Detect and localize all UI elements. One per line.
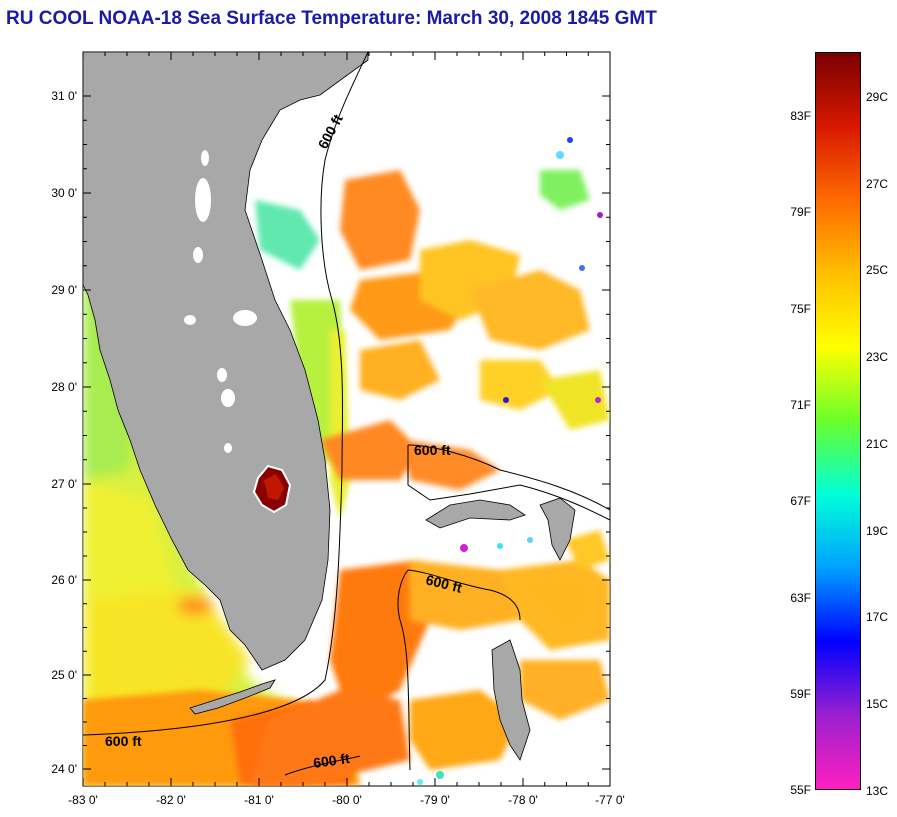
andros-island [491,639,531,761]
longitude-tick-label: -82 0' [156,793,186,807]
temperature-colorbar [815,52,861,790]
celsius-label: 29C [866,90,889,104]
gulfstream-sst-field [250,170,610,786]
celsius-label: 13C [866,783,889,798]
contour-label: 600 ft [414,442,451,458]
longitude-tick-label: -79 0' [420,793,450,807]
axis-ticks [82,52,611,786]
latitude-tick-label: 24 0' [51,762,77,776]
latitude-tick-label: 30 0' [51,186,77,200]
celsius-label: 19C [866,523,889,538]
latitude-tick-label: 27 0' [51,477,77,491]
celsius-label: 27C [866,176,889,191]
longitude-tick-label: -80 0' [332,793,362,807]
fahrenheit-label: 63F [790,590,811,605]
latitude-tick-label: 26 0' [51,573,77,587]
latitude-tick-label: 31 0' [51,89,77,103]
celsius-label: 15C [866,696,889,711]
longitude-tick-label: -83 0' [68,793,98,807]
axis-tick-labels: -83 0' -82 0' -81 0' -80 0' -79 0' -78 0' -77 … [51,89,624,807]
grand-bahama-island [425,499,526,529]
latitude-tick-label: 25 0' [51,668,77,682]
fahrenheit-label: 75F [790,301,811,316]
page-title: RU COOL NOAA-18 Sea Surface Temperature:… [6,8,657,29]
florida-keys [189,679,276,715]
fahrenheit-label: 67F [790,494,811,509]
longitude-tick-label: -81 0' [244,793,274,807]
fahrenheit-label: 59F [790,686,811,701]
fahrenheit-label: 83F [790,109,811,123]
inland-lakes [184,150,257,453]
celsius-label: 25C [866,263,889,278]
sst-speckles [417,137,603,785]
fahrenheit-label: 71F [790,397,811,412]
celsius-label: 23C [866,350,889,365]
florida-landmass [83,52,369,671]
latitude-tick-label: 29 0' [51,283,77,297]
isobath-600ft [83,52,610,776]
contour-label: 600 ft [312,750,351,771]
abaco-island [539,497,576,561]
contour-label: 600 ft [105,733,142,749]
celsius-label: 21C [866,436,889,451]
longitude-tick-label: -77 0' [595,793,625,807]
fahrenheit-label: 79F [790,205,811,220]
celsius-label: 17C [866,610,889,625]
longitude-tick-label: -78 0' [508,793,538,807]
latitude-tick-label: 28 0' [51,380,77,394]
fahrenheit-label: 55F [790,783,811,798]
